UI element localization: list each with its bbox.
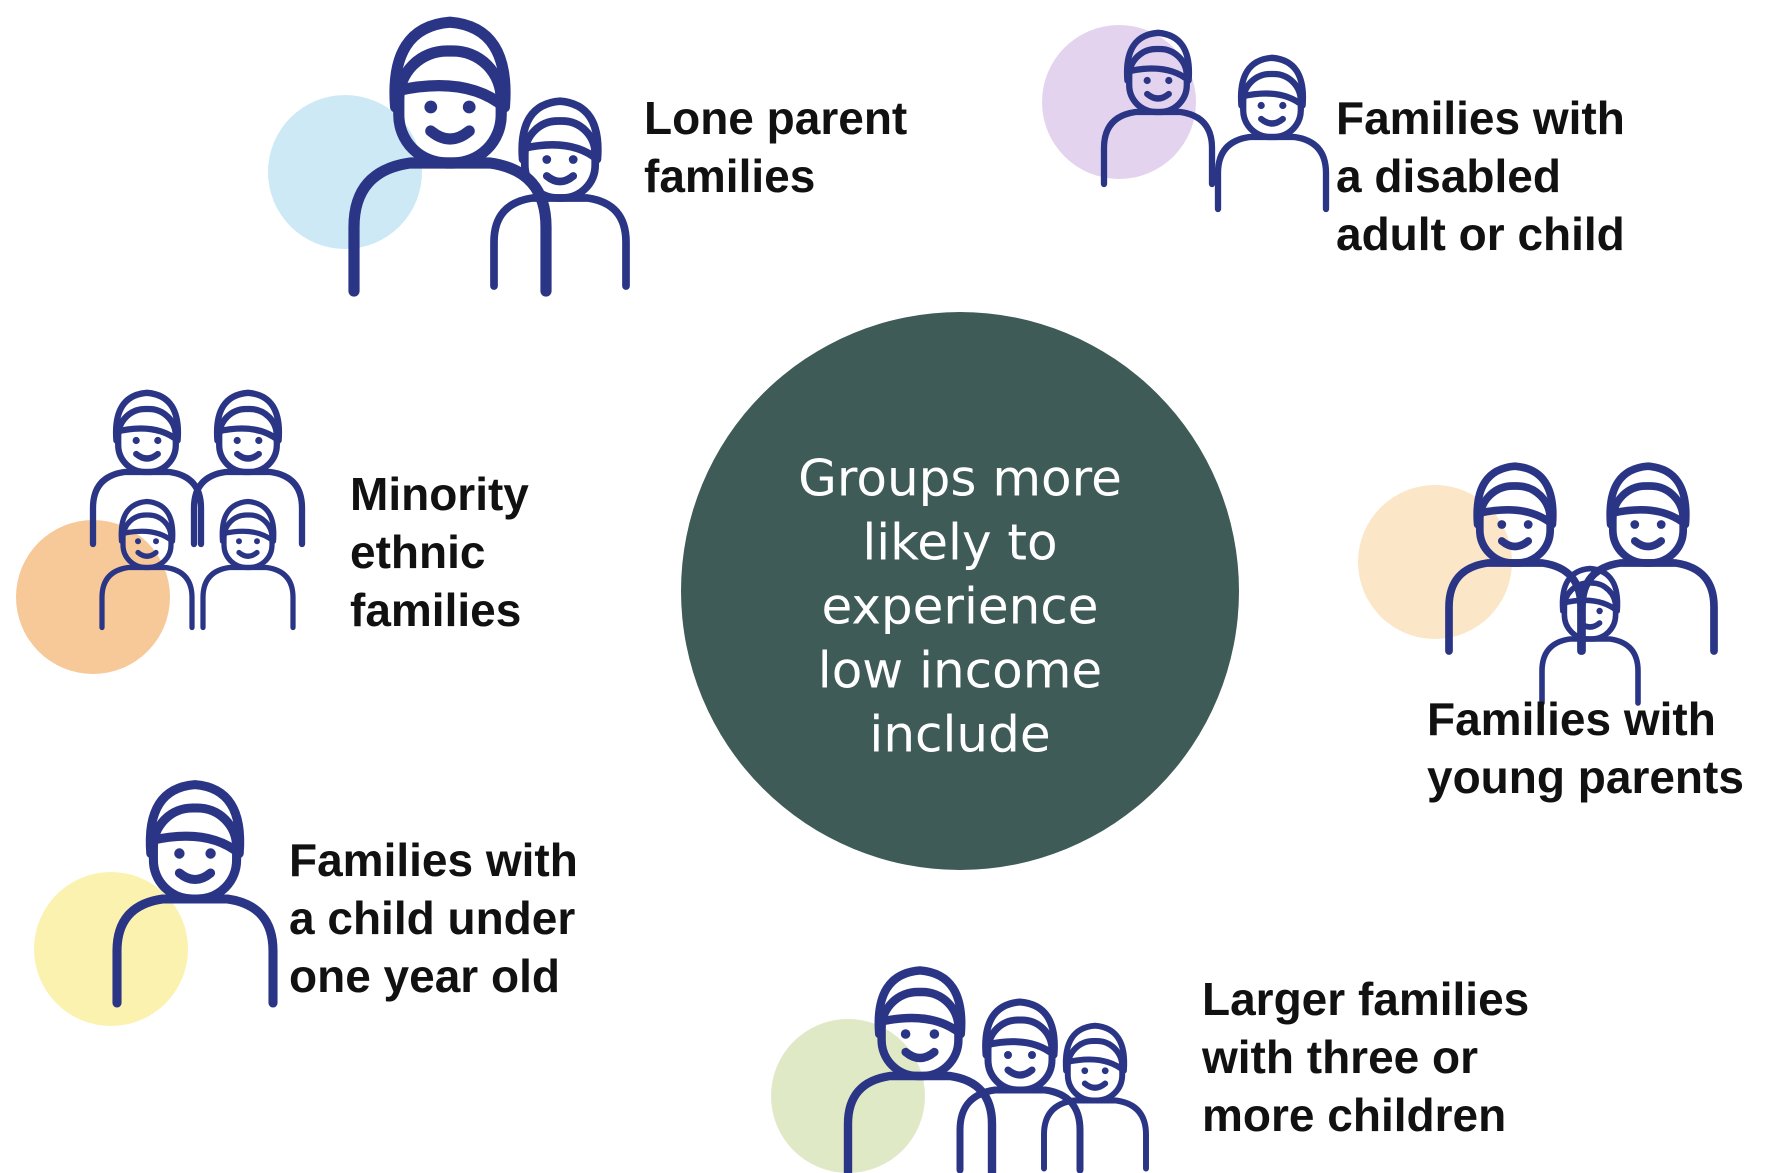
group-label: Families with — [1336, 92, 1625, 144]
body — [494, 198, 626, 286]
face — [1243, 74, 1301, 137]
eye — [1144, 77, 1151, 84]
eye — [234, 437, 241, 444]
eye — [930, 1029, 940, 1039]
person-icon — [1542, 569, 1638, 703]
eye — [254, 538, 260, 544]
eye — [1657, 520, 1666, 529]
group-label: Minority — [350, 468, 529, 520]
eye — [463, 101, 476, 114]
eye — [154, 437, 161, 444]
face — [988, 1020, 1052, 1090]
face — [153, 808, 236, 899]
face — [1613, 486, 1683, 563]
center-text: experience — [821, 578, 1098, 636]
eye — [542, 155, 551, 164]
body — [1218, 137, 1326, 209]
eye — [135, 538, 141, 544]
group-label: adult or child — [1336, 208, 1625, 260]
face — [1564, 583, 1615, 639]
texts: Groups more likely to experience low income… — [289, 92, 1744, 1141]
smile — [1261, 119, 1283, 124]
eye — [424, 101, 437, 114]
center-text: likely to — [862, 514, 1057, 572]
smile — [1008, 1070, 1032, 1075]
eye — [236, 538, 242, 544]
group-label: families — [644, 150, 815, 202]
eye — [1028, 1051, 1036, 1059]
group-label: Families with — [289, 834, 578, 886]
eye — [1102, 1067, 1109, 1074]
eye — [1081, 1067, 1088, 1074]
smile — [237, 454, 259, 459]
group-label: a disabled — [1336, 150, 1561, 202]
smile — [1502, 541, 1528, 547]
group-label: Families with — [1427, 693, 1716, 745]
eye — [569, 155, 578, 164]
smile — [136, 454, 158, 459]
group-label: Larger families — [1202, 973, 1529, 1025]
eye — [1279, 102, 1286, 109]
eye — [1497, 520, 1506, 529]
face — [219, 409, 277, 472]
eye — [205, 848, 215, 858]
eye — [1630, 520, 1639, 529]
eye — [174, 848, 184, 858]
smile — [547, 176, 573, 182]
blob — [1042, 25, 1196, 179]
face — [399, 51, 501, 163]
person-icon — [494, 101, 626, 286]
eye — [1004, 1051, 1012, 1059]
eye — [1258, 102, 1265, 109]
face — [525, 121, 595, 198]
face — [118, 409, 176, 472]
group-label: young parents — [1427, 751, 1744, 803]
eye — [1524, 520, 1533, 529]
eye — [133, 437, 140, 444]
person-icon — [194, 393, 302, 544]
smile — [239, 553, 257, 557]
smile — [1085, 1084, 1105, 1088]
eye — [1165, 77, 1172, 84]
body — [1044, 1101, 1146, 1169]
diagram: Groups more likely to experience low income… — [0, 0, 1772, 1173]
eye — [901, 1029, 911, 1039]
center-text: low income — [818, 642, 1102, 700]
eye — [1577, 608, 1583, 614]
body — [203, 568, 293, 628]
group-label: one year old — [289, 950, 560, 1002]
person-icon — [203, 502, 293, 628]
group-label: families — [350, 584, 521, 636]
eye — [153, 538, 159, 544]
person-icon — [1218, 58, 1326, 209]
center-text: include — [869, 706, 1050, 764]
smile — [1580, 623, 1599, 627]
group-label: Lone parent — [644, 92, 907, 144]
group-label: more children — [1202, 1089, 1506, 1141]
center-text: Groups more — [798, 450, 1122, 508]
smile — [1635, 541, 1661, 547]
face — [224, 515, 272, 568]
person-icon — [93, 393, 201, 544]
eye — [1596, 608, 1602, 614]
smile — [431, 131, 469, 139]
smile — [179, 873, 210, 880]
group-label: a child under — [289, 892, 575, 944]
face — [1068, 1041, 1122, 1101]
group-label: ethnic — [350, 526, 485, 578]
eye — [255, 437, 262, 444]
smile — [906, 1052, 935, 1058]
group-label: with three or — [1201, 1031, 1478, 1083]
